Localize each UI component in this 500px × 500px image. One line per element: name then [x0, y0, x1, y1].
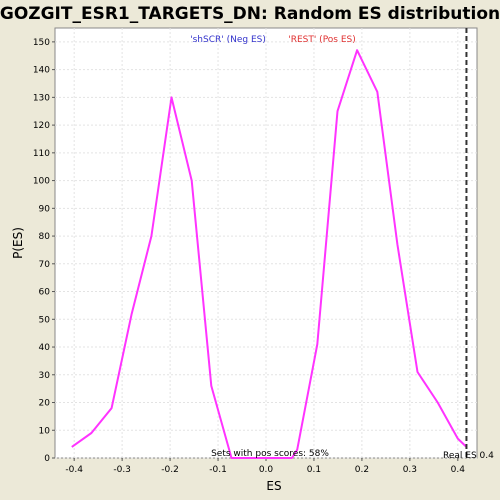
- distribution-line: [71, 49, 468, 459]
- legend-entry-neg: 'shSCR' (Neg ES): [190, 35, 266, 45]
- y-tick-label: 90: [39, 204, 51, 214]
- legend-entry-pos: 'REST' (Pos ES): [288, 35, 356, 45]
- y-tick-label: 80: [39, 232, 51, 242]
- series-layer: [71, 49, 468, 459]
- pos-scores-annotation: Sets with pos scores: 58%: [211, 449, 329, 459]
- x-axis-label: ES: [266, 479, 281, 493]
- x-tick-label: -0.3: [113, 465, 131, 475]
- chart-title: GOZGIT_ESR1_TARGETS_DN: Random ES distri…: [0, 4, 500, 24]
- y-tick-label: 140: [33, 66, 50, 76]
- x-tick-label: -0.1: [209, 465, 227, 475]
- y-tick-label: 0: [44, 454, 50, 464]
- y-tick-label: 20: [39, 399, 51, 409]
- x-tick-label: 0.2: [355, 465, 369, 475]
- real-es-annotation: Real ES 0.4: [443, 451, 494, 461]
- y-tick-label: 130: [33, 93, 50, 103]
- y-tick-label: 70: [39, 260, 51, 270]
- y-tick-label: 10: [39, 426, 51, 436]
- y-tick-label: 60: [39, 288, 51, 298]
- x-tick-label: 0.3: [403, 465, 417, 475]
- plot-area: [54, 27, 478, 459]
- x-tick-label: 0.0: [259, 465, 274, 475]
- y-tick-label: 120: [33, 121, 50, 131]
- x-tick-label: 0.1: [307, 465, 321, 475]
- y-tick-label: 40: [39, 343, 51, 353]
- y-tick-label: 100: [33, 177, 50, 187]
- x-tick-label: -0.2: [161, 465, 179, 475]
- y-axis-label: P(ES): [11, 227, 25, 259]
- x-tick-label: 0.4: [451, 465, 466, 475]
- y-tick-label: 30: [39, 371, 51, 381]
- axes-layer: 0 10 20 30 40 50 60 70 80 90 100 110 120 130 140 150 -0.…: [33, 38, 465, 475]
- y-tick-label: 110: [33, 149, 50, 159]
- y-tick-label: 50: [39, 315, 51, 325]
- x-tick-label: -0.4: [65, 465, 83, 475]
- y-tick-label: 150: [33, 38, 50, 48]
